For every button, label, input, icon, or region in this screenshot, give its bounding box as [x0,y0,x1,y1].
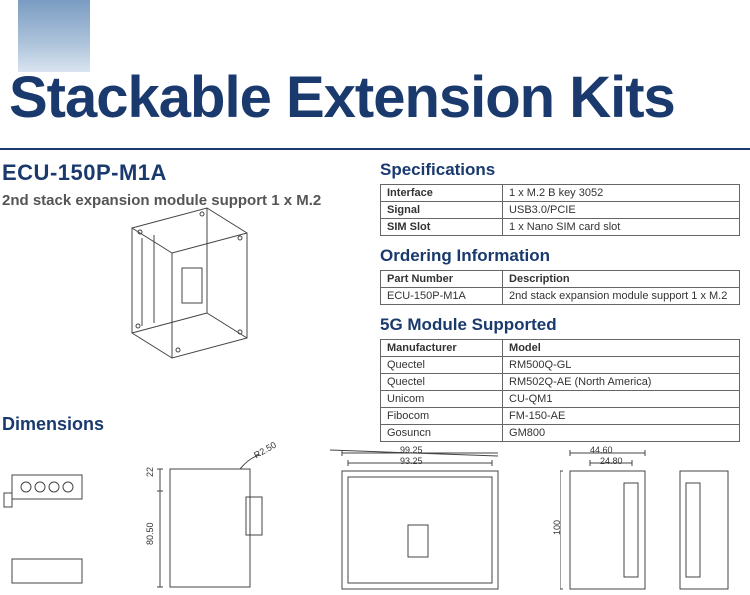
model: CU-QM1 [503,391,740,408]
col-header: Manufacturer [381,340,503,357]
table-row: Unicom CU-QM1 [381,391,740,408]
dim-label-44-60: 44.60 [590,445,613,455]
spec-value: USB3.0/PCIE [503,202,740,219]
model: RM502Q-AE (North America) [503,374,740,391]
dim-view-stub [2,555,92,595]
specifications-table: Interface 1 x M.2 B key 3052 Signal USB3… [380,184,740,236]
mfr: Fibocom [381,408,503,425]
dim-view-back [150,447,280,592]
right-column: Specifications Interface 1 x M.2 B key 3… [380,160,740,452]
mfr: Gosuncn [381,425,503,442]
brand-gradient-block [18,0,90,72]
part-number: ECU-150P-M1A [381,288,503,305]
table-row: Manufacturer Model [381,340,740,357]
table-row: Quectel RM500Q-GL [381,357,740,374]
dimensions-heading: Dimensions [2,414,104,435]
table-row: Part Number Description [381,271,740,288]
model: GM800 [503,425,740,442]
dim-view-front [330,447,510,592]
left-column: ECU-150P-M1A 2nd stack expansion module … [2,160,372,209]
dim-label-93-25: 93.25 [400,456,423,466]
dimensions-drawings: R2.50 22 80.50 99.25 93.25 44.60 24.80 1… [0,445,750,595]
mfr: Unicom [381,391,503,408]
spec-label: Signal [381,202,503,219]
dim-label-99-25: 99.25 [400,445,423,455]
col-header: Part Number [381,271,503,288]
model-number: ECU-150P-M1A [2,160,372,186]
table-row: SIM Slot 1 x Nano SIM card slot [381,219,740,236]
model: FM-150-AE [503,408,740,425]
dimum-label-100: 100 [552,520,562,535]
dim-label-24-80: 24.80 [600,456,623,466]
table-row: Quectel RM502Q-AE (North America) [381,374,740,391]
model: RM500Q-GL [503,357,740,374]
page-title: Stackable Extension Kits [9,64,675,131]
ordering-heading: Ordering Information [380,246,740,266]
spec-value: 1 x Nano SIM card slot [503,219,740,236]
spec-label: Interface [381,185,503,202]
col-header: Model [503,340,740,357]
spec-label: SIM Slot [381,219,503,236]
product-isometric-drawing [112,198,272,368]
dim-view-side [560,447,730,592]
table-row: ECU-150P-M1A 2nd stack expansion module … [381,288,740,305]
table-row: Signal USB3.0/PCIE [381,202,740,219]
mfr: Quectel [381,357,503,374]
dim-view-side-small [2,465,92,525]
specifications-heading: Specifications [380,160,740,180]
table-row: Fibocom FM-150-AE [381,408,740,425]
dim-label-22: 22 [145,467,155,477]
spec-value: 1 x M.2 B key 3052 [503,185,740,202]
col-header: Description [503,271,740,288]
ordering-table: Part Number Description ECU-150P-M1A 2nd… [380,270,740,305]
modules-table: Manufacturer Model Quectel RM500Q-GL Que… [380,339,740,442]
table-row: Interface 1 x M.2 B key 3052 [381,185,740,202]
horizontal-rule [0,148,750,150]
part-description: 2nd stack expansion module support 1 x M… [503,288,740,305]
dim-label-80-50: 80.50 [145,522,155,545]
table-row: Gosuncn GM800 [381,425,740,442]
mfr: Quectel [381,374,503,391]
modules-heading: 5G Module Supported [380,315,740,335]
